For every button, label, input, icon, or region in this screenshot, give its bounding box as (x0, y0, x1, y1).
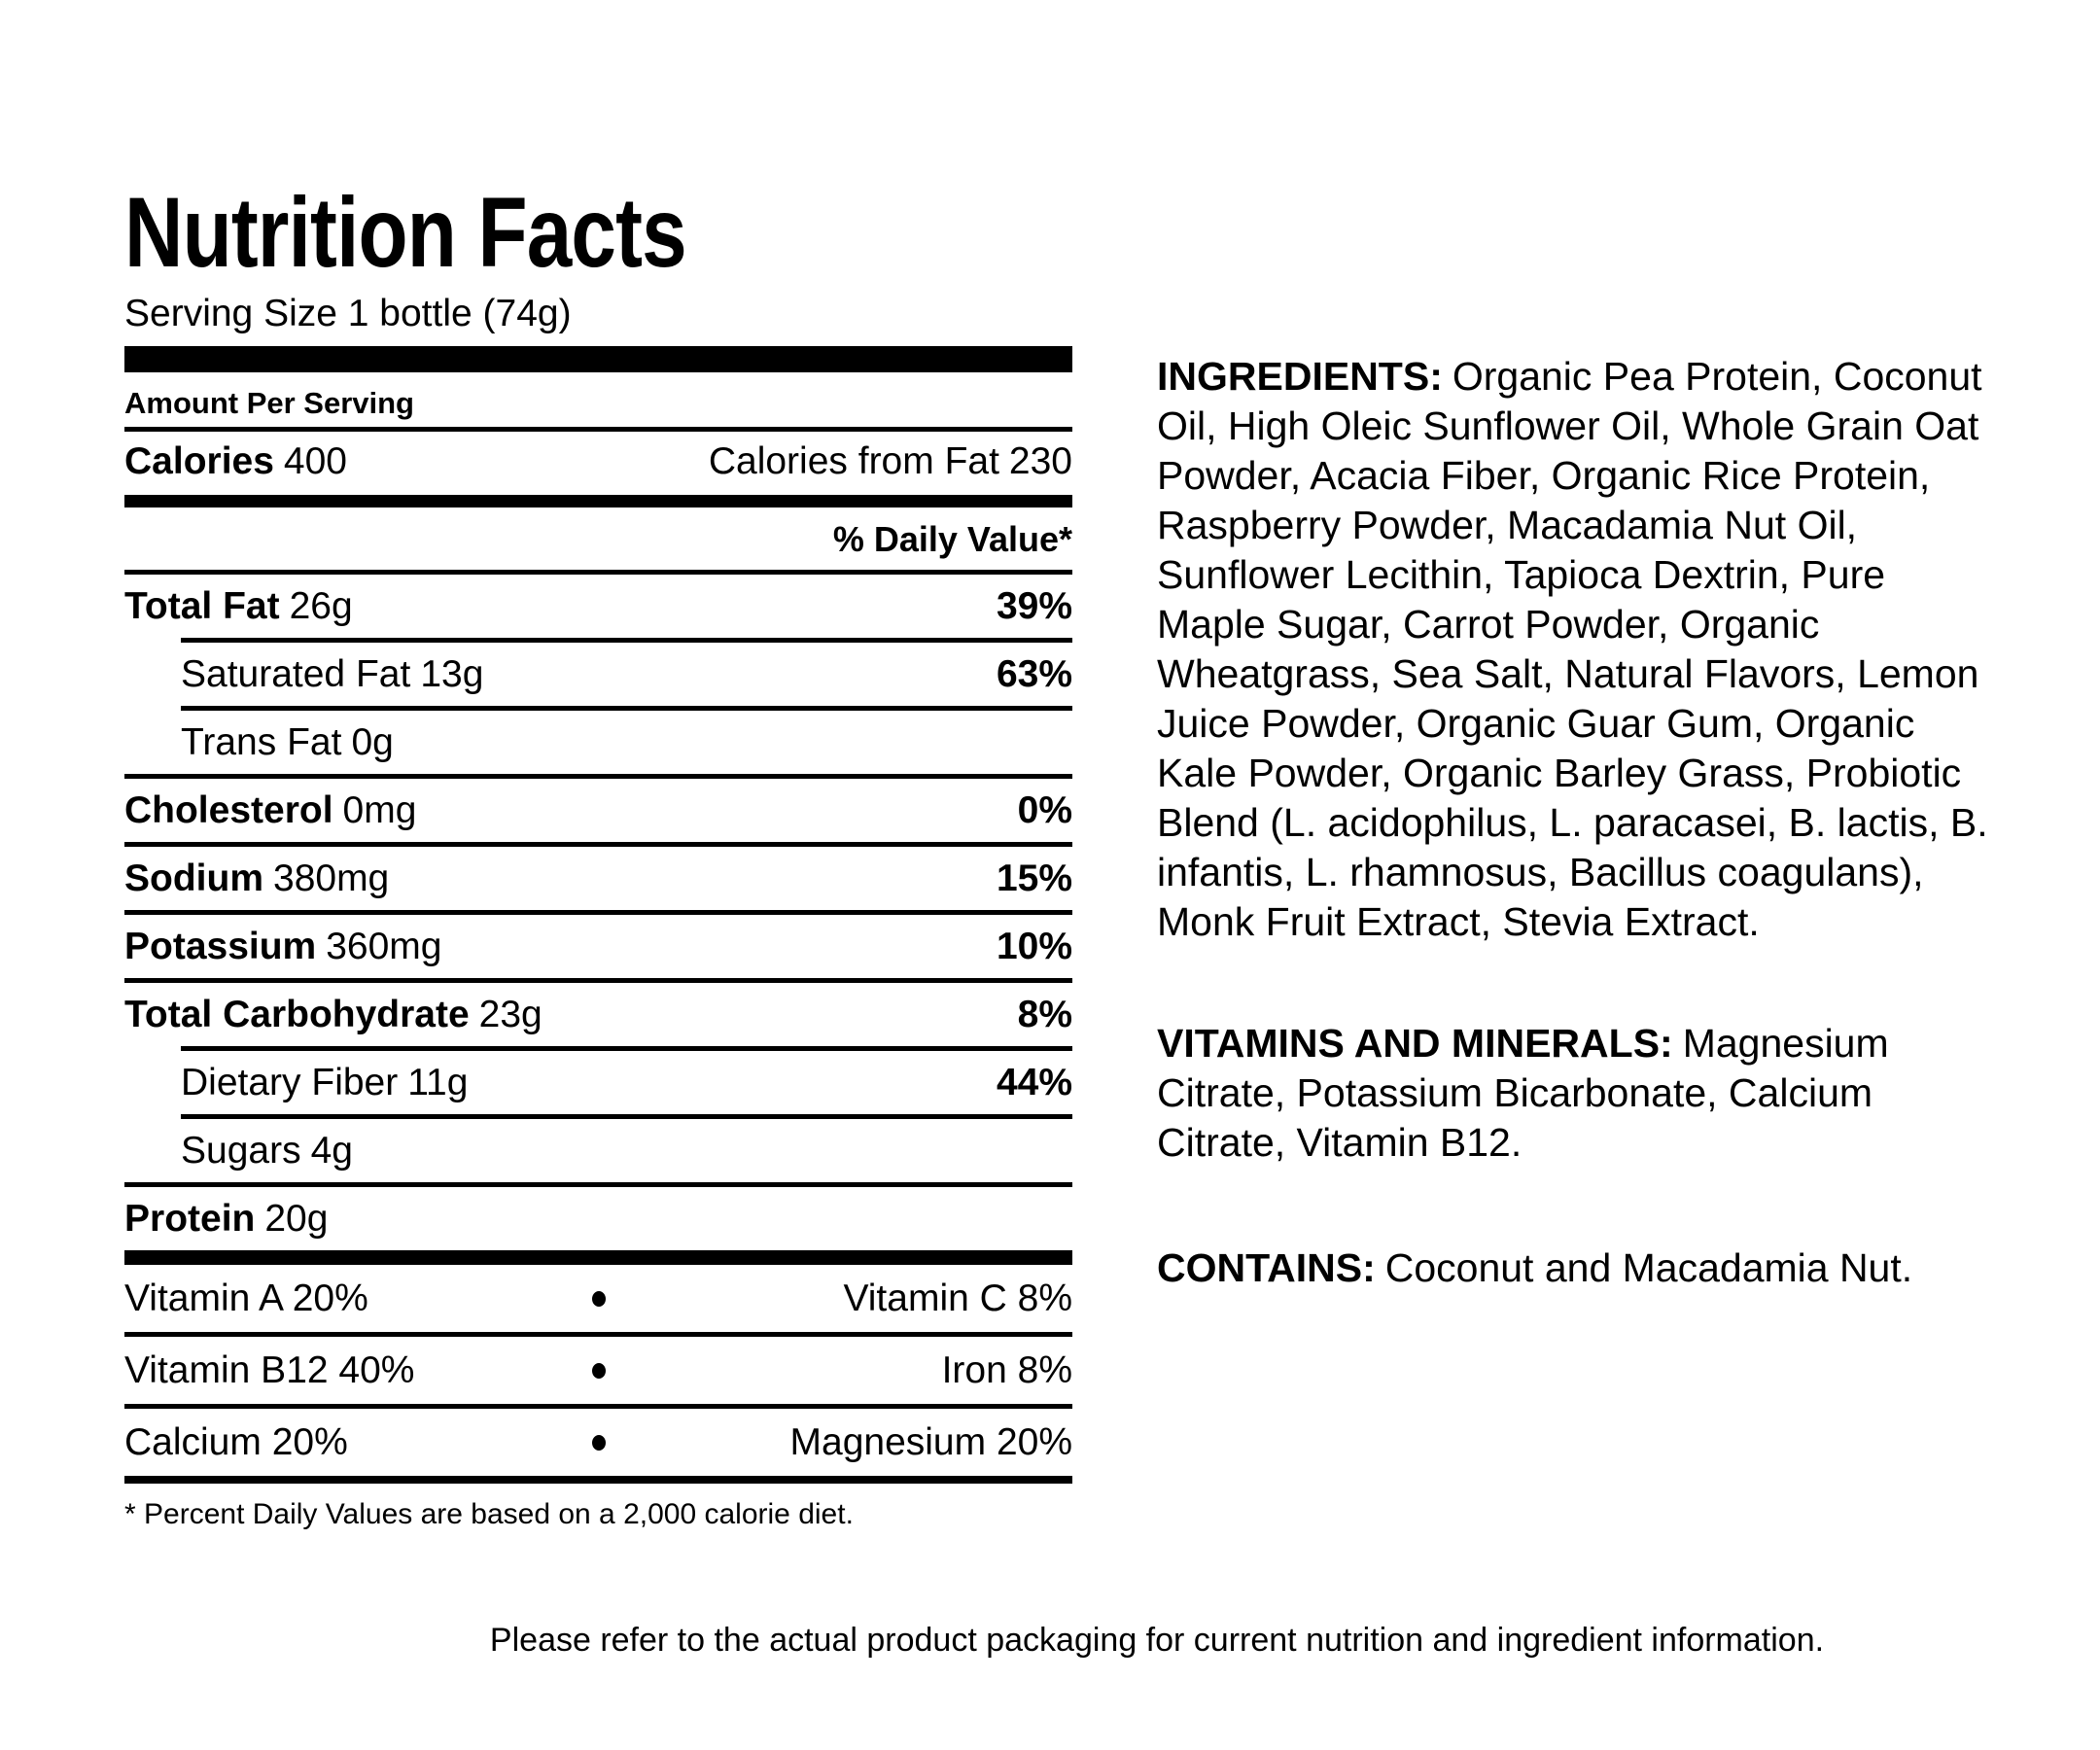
divider-thick-top (124, 346, 1072, 372)
nutrient-amount: 360mg (326, 926, 442, 967)
calories-from-fat-cell: Calories from Fat 230 (709, 439, 1072, 483)
calories-from-fat-value: 230 (1008, 440, 1072, 482)
ingredients-text: Organic Pea Protein, Coconut Oil, High O… (1157, 354, 1988, 944)
vitamin-left: Vitamin B12 40% (124, 1349, 415, 1391)
nutrient-amount: 13g (420, 653, 484, 695)
nutrient-name-cell: Total Carbohydrate 23g (124, 993, 542, 1036)
nutrient-name: Protein (124, 1198, 256, 1240)
nutrient-daily-value: 0% (1017, 789, 1072, 831)
nutrient-name: Trans Fat (181, 721, 342, 763)
nutrient-row-cholesterol: Cholesterol 0mg 0% (124, 774, 1072, 842)
ingredients-panel: INGREDIENTS: Organic Pea Protein, Coconut… (1157, 352, 1995, 1293)
nutrient-name: Sugars (181, 1130, 301, 1172)
vitamin-row-calcium-magnesium: Calcium 20% Magnesium 20% (124, 1404, 1072, 1476)
nutrient-name-cell: Sodium 380mg (124, 857, 389, 900)
vitamins-minerals-heading: VITAMINS AND MINERALS: (1157, 1021, 1673, 1066)
nutrient-amount: 0mg (342, 789, 417, 831)
vitamin-right: Iron 8% (941, 1349, 1072, 1391)
calories-from-fat-label: Calories from Fat (708, 440, 999, 482)
contains-text: Coconut and Macadamia Nut. (1384, 1245, 1913, 1290)
nutrient-name: Sodium (124, 858, 263, 899)
packaging-disclaimer: Please refer to the actual product packa… (489, 1622, 1825, 1659)
vitamin-row-a-c: Vitamin A 20% Vitamin C 8% (124, 1265, 1072, 1332)
amount-per-serving-heading: Amount Per Serving (124, 372, 1072, 432)
ingredients-heading: INGREDIENTS: (1157, 354, 1443, 399)
contains-paragraph: CONTAINS: Coconut and Macadamia Nut. (1157, 1243, 1995, 1293)
daily-value-header: % Daily Value* (832, 519, 1072, 559)
divider-thick-vitamins (124, 1250, 1072, 1265)
nutrient-row-potassium: Potassium 360mg 10% (124, 910, 1072, 978)
nutrient-row-total-fat: Total Fat 26g 39% (124, 570, 1072, 638)
vitamin-left: Calcium 20% (124, 1421, 348, 1463)
nutrient-name-cell: Cholesterol 0mg (124, 788, 416, 832)
nutrient-daily-value: 15% (996, 858, 1072, 899)
daily-value-footnote: * Percent Daily Values are based on a 2,… (124, 1498, 854, 1530)
nutrient-row-sodium: Sodium 380mg 15% (124, 842, 1072, 910)
nutrient-daily-value: 10% (996, 926, 1072, 967)
ingredients-paragraph: INGREDIENTS: Organic Pea Protein, Coconut… (1157, 352, 1995, 947)
bullet-icon (591, 1290, 606, 1307)
nutrient-row-total-carbohydrate: Total Carbohydrate 23g 8% (124, 978, 1072, 1046)
nutrient-amount: 20g (264, 1198, 329, 1240)
nutrient-name: Dietary Fiber (181, 1062, 399, 1103)
nutrient-name-cell: Trans Fat 0g (181, 720, 394, 764)
nutrient-amount: 26g (289, 585, 353, 627)
nutrient-daily-value: 63% (996, 653, 1072, 695)
nutrient-amount: 4g (310, 1130, 353, 1172)
nutrient-name-cell: Total Fat 26g (124, 584, 353, 628)
nutrition-facts-panel: Nutrition Facts Serving Size 1 bottle (7… (124, 183, 1072, 1532)
nutrient-daily-value: 44% (996, 1062, 1072, 1103)
nutrient-row-saturated-fat: Saturated Fat 13g 63% (181, 638, 1072, 706)
nutrient-name: Total Carbohydrate (124, 994, 470, 1035)
nutrient-name: Saturated Fat (181, 653, 411, 695)
vitamin-right: Magnesium 20% (789, 1421, 1072, 1463)
contains-heading: CONTAINS: (1157, 1245, 1376, 1290)
nutrient-amount: 11g (407, 1062, 469, 1103)
nutrient-amount: 23g (478, 994, 542, 1035)
nutrient-name-cell: Protein 20g (124, 1197, 328, 1241)
nutrient-name: Cholesterol (124, 789, 333, 831)
vitamins-minerals-text: Magnesium Citrate, Potassium Bicarbonate… (1157, 1021, 1889, 1165)
nutrition-facts-title: Nutrition Facts (124, 177, 687, 288)
calories-cell: Calories 400 (124, 439, 347, 483)
nutrient-amount: 380mg (273, 858, 390, 899)
nutrient-name: Total Fat (124, 585, 280, 627)
nutrient-row-protein: Protein 20g (124, 1182, 1072, 1250)
divider-medium-calories (124, 495, 1072, 508)
bullet-icon (591, 1434, 606, 1451)
nutrient-name-cell: Potassium 360mg (124, 925, 441, 968)
divider-bottom (124, 1476, 1072, 1484)
calories-row: Calories 400 Calories from Fat 230 (124, 432, 1072, 495)
vitamin-left: Vitamin A 20% (124, 1278, 368, 1319)
vitamins-minerals-paragraph: VITAMINS AND MINERALS: Magnesium Citrate,… (1157, 1019, 1995, 1168)
vitamin-row-b12-iron: Vitamin B12 40% Iron 8% (124, 1332, 1072, 1404)
nutrient-name-cell: Saturated Fat 13g (181, 652, 483, 696)
nutrient-row-trans-fat: Trans Fat 0g (181, 706, 1072, 774)
vitamin-right: Vitamin C 8% (843, 1278, 1072, 1319)
calories-label: Calories (124, 440, 274, 482)
nutrient-name-cell: Sugars 4g (181, 1129, 353, 1172)
nutrient-daily-value: 8% (1017, 994, 1072, 1035)
serving-size: Serving Size 1 bottle (74g) (124, 293, 572, 334)
nutrient-name: Potassium (124, 926, 317, 967)
nutrient-daily-value: 39% (996, 585, 1072, 627)
nutrient-row-sugars: Sugars 4g (181, 1114, 1072, 1182)
calories-value: 400 (283, 440, 347, 482)
nutrient-name-cell: Dietary Fiber 11g (181, 1061, 468, 1104)
nutrient-row-dietary-fiber: Dietary Fiber 11g 44% (181, 1046, 1072, 1114)
nutrient-amount: 0g (351, 721, 394, 763)
bullet-icon (591, 1362, 606, 1379)
